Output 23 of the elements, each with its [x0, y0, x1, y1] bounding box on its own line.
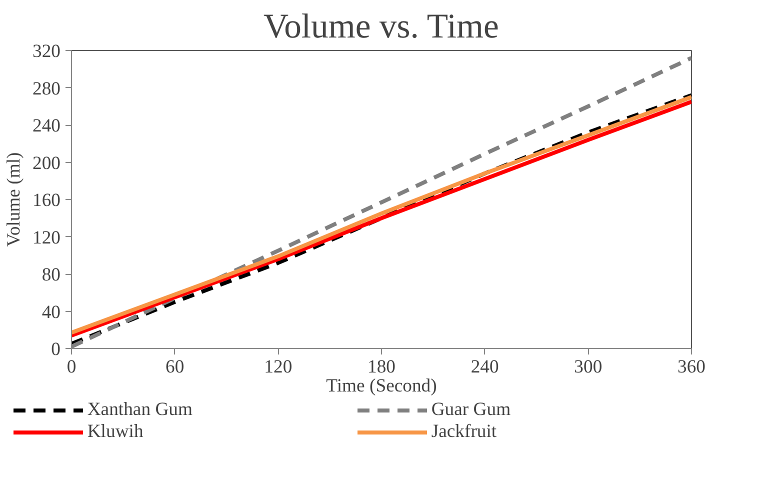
x-tick-label: 300 — [574, 356, 602, 378]
y-tick-label: 280 — [32, 78, 60, 100]
y-tick-label: 240 — [32, 116, 60, 136]
y-tick-label: 320 — [32, 41, 60, 62]
legend-label: Kluwih — [87, 421, 144, 443]
legend-label: Xanthan Gum — [87, 399, 194, 421]
x-axis-title: Time (Second) — [326, 376, 437, 396]
y-tick-label: 40 — [42, 302, 60, 323]
legend-label: Guar Gum — [431, 399, 512, 421]
x-tick-label: 240 — [470, 356, 499, 378]
y-axis-title: Volume (ml) — [4, 152, 25, 247]
y-tick-label: 160 — [32, 190, 60, 211]
x-tick-label: 60 — [166, 356, 184, 378]
x-tick-label: 0 — [66, 356, 76, 378]
y-tick-label: 200 — [32, 152, 60, 174]
x-tick-label: 120 — [264, 356, 292, 378]
y-tick-label: 80 — [42, 264, 60, 286]
legend-label: Jackfruit — [431, 421, 498, 443]
y-tick-label: 0 — [51, 339, 60, 360]
x-tick-label: 180 — [368, 356, 396, 378]
x-tick-label: 360 — [678, 356, 706, 378]
chart-title: Volume vs. Time — [264, 8, 499, 46]
y-tick-label: 120 — [32, 227, 60, 248]
